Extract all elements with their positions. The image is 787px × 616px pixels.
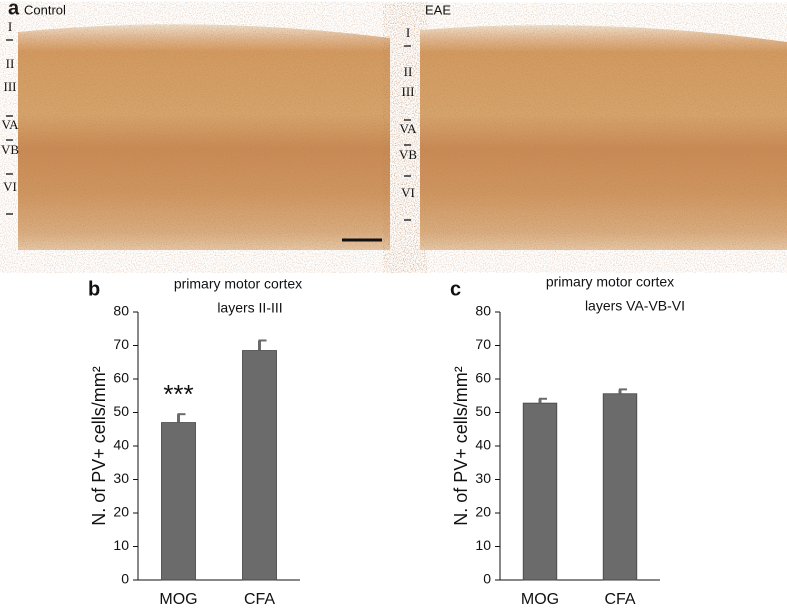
significance: *** xyxy=(163,379,193,409)
y-tick-label: 0 xyxy=(483,571,491,587)
layer-label: VB xyxy=(1,142,19,157)
bar xyxy=(161,422,196,581)
layer-label: VA xyxy=(399,121,417,136)
y-tick-label: 80 xyxy=(113,303,129,319)
y-axis-label: N. of PV+ cells/mm² xyxy=(89,366,109,526)
layer-dashes xyxy=(6,39,411,221)
layer-label: I xyxy=(406,25,410,40)
layer-label: VI xyxy=(3,179,17,194)
panel-letter: a xyxy=(8,0,20,19)
y-tick-label: 40 xyxy=(113,437,129,453)
chart-title: primary motor cortex xyxy=(546,274,674,290)
y-tick-label: 60 xyxy=(113,370,129,386)
layer-label: VA xyxy=(1,117,19,132)
layer-label: I xyxy=(8,19,12,34)
chart-title: layers VA-VB-VI xyxy=(585,298,685,314)
error-bar xyxy=(538,397,547,404)
layer-label: II xyxy=(6,56,15,71)
y-tick-label: 70 xyxy=(475,336,491,352)
error-bar xyxy=(177,413,186,423)
y-tick-label: 50 xyxy=(475,403,491,419)
y-tick-label: 20 xyxy=(113,504,129,520)
image-label: EAE xyxy=(425,2,451,17)
y-tick-label: 40 xyxy=(475,437,491,453)
micrograph xyxy=(18,24,390,251)
bar xyxy=(602,393,638,581)
y-tick-label: 80 xyxy=(475,303,491,319)
micrograph xyxy=(420,25,787,250)
error-bar xyxy=(618,388,627,394)
layer-label: VB xyxy=(399,147,417,162)
chart-title: layers II-III xyxy=(217,300,282,316)
y-tick-label: 0 xyxy=(121,571,129,587)
chart-title: primary motor cortex xyxy=(174,276,302,292)
y-tick-label: 10 xyxy=(113,537,129,553)
y-tick-label: 50 xyxy=(113,403,129,419)
bar xyxy=(522,402,558,581)
bar xyxy=(242,350,277,581)
y-tick-label: 30 xyxy=(113,470,129,486)
x-tick-label: CFA xyxy=(244,591,275,608)
x-tick-label: CFA xyxy=(604,591,635,608)
panel-letter: c xyxy=(450,278,461,300)
layer-label: II xyxy=(404,64,413,79)
y-tick-label: 20 xyxy=(475,504,491,520)
y-tick-label: 70 xyxy=(113,336,129,352)
y-tick-label: 30 xyxy=(475,470,491,486)
y-axis-label: N. of PV+ cells/mm² xyxy=(451,366,471,526)
layer-label: III xyxy=(4,79,17,94)
layer-label: VI xyxy=(401,185,415,200)
image-label: Control xyxy=(24,2,66,17)
y-tick-label: 10 xyxy=(475,537,491,553)
y-tick-label: 60 xyxy=(475,370,491,386)
panel-letter: b xyxy=(88,278,100,300)
x-tick-label: MOG xyxy=(521,591,559,608)
layer-label: III xyxy=(402,84,415,99)
error-bar xyxy=(258,339,267,351)
x-tick-label: MOG xyxy=(159,591,197,608)
